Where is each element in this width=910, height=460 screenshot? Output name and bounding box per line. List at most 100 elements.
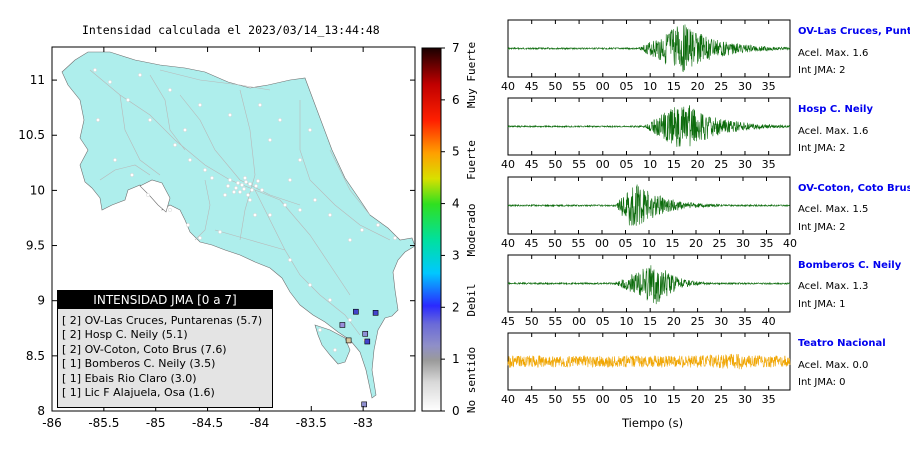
city-dot (96, 118, 100, 122)
osa-peninsula (314, 324, 351, 365)
colorbar-tick-label: 6 (452, 93, 460, 107)
x-tick-label: -84 (250, 416, 270, 430)
map-axes: -86 -85.5 -85 -84.5 -84 -83.5 -83 11 10.5 10 9.5 9 8… (18, 47, 415, 430)
jma-intensity: Int JMA: 1 (798, 299, 846, 310)
panel-tick-label: 20 (689, 237, 703, 250)
city-dot (218, 230, 222, 234)
city-dot (308, 128, 312, 132)
panel-tick-label: 15 (667, 80, 681, 93)
road (254, 189, 361, 336)
time-axis-label: Tiempo (s) (622, 416, 684, 430)
city-dot (173, 143, 177, 147)
panel-tick-label: 10 (642, 237, 656, 250)
city-dot (168, 88, 172, 92)
panel-tick-label: 10 (643, 393, 657, 406)
city-dot (108, 80, 112, 84)
panel-tick-label: 55 (572, 80, 586, 93)
station-name-link[interactable]: Hosp C. Neily (798, 104, 873, 115)
station-markers (339, 308, 379, 408)
waveform-trace (507, 265, 791, 305)
city-dot (210, 176, 214, 180)
panel-tick-label: 05 (619, 237, 633, 250)
panel-tick-label: 00 (595, 237, 609, 250)
city-dot (258, 103, 262, 107)
x-tick-label: -83 (353, 416, 373, 430)
station-name-link[interactable]: Teatro Nacional (798, 338, 886, 349)
city-dot (328, 213, 332, 217)
panel-tick-label: 40 (762, 315, 776, 328)
station-name-link[interactable]: OV-Las Cruces, Puntar (798, 26, 910, 37)
city-dot (348, 238, 352, 242)
station-marker (372, 310, 379, 316)
legend-item: [ 1] Ebais Rio Claro (3.0) (62, 371, 197, 385)
panel-tick-label: 10 (619, 315, 633, 328)
panel-tick-label: 15 (643, 315, 657, 328)
city-dot (188, 158, 192, 162)
intensity-legend: INTENSIDAD JMA [0 a 7] [ 2] OV-Las Cruce… (57, 290, 273, 408)
road (194, 179, 211, 241)
city-dot (236, 181, 240, 185)
jma-intensity: Int JMA: 2 (798, 65, 846, 76)
city-dot (318, 328, 322, 332)
city-dot (253, 213, 257, 217)
city-dot (246, 193, 250, 197)
city-dot (93, 68, 97, 72)
panel-tick-label: 45 (525, 393, 539, 406)
colorbar-tick-label: 3 (452, 248, 460, 262)
city-dot (308, 283, 312, 287)
city-dot (242, 187, 246, 191)
city-dot (168, 208, 172, 212)
city-dot (268, 138, 272, 142)
panel-tick-label: 55 (572, 393, 586, 406)
city-dot (228, 113, 232, 117)
map-title: Intensidad calculada el 2023/03/14_13:44… (82, 23, 380, 37)
legend-item: [ 1] Lic F Alajuela, Osa (1.6) (62, 386, 215, 400)
max-acceleration: Acel. Max. 1.3 (798, 281, 869, 292)
panel-tick-label: 15 (667, 158, 681, 171)
city-dot (393, 236, 397, 240)
road (214, 229, 286, 251)
station-marker (339, 322, 346, 328)
city-dot (360, 228, 364, 232)
nicoya-gulf-water (139, 179, 171, 213)
x-tick-label: -85 (146, 416, 166, 430)
jma-intensity: Int JMA: 2 (798, 222, 846, 233)
panel-tick-label: 40 (501, 393, 515, 406)
panel-tick-label: 15 (667, 393, 681, 406)
city-dot (248, 198, 252, 202)
city-dot (313, 198, 317, 202)
y-tick-label: 9.5 (26, 239, 45, 253)
panel-tick-label: 35 (762, 80, 776, 93)
station-name-link[interactable]: OV-Coton, Coto Brus (798, 183, 910, 194)
road (159, 69, 271, 91)
panel-tick-label: 45 (501, 315, 515, 328)
colorbar-category-label: Fuerte (465, 140, 478, 180)
city-dot (333, 348, 337, 352)
city-dot (288, 258, 292, 262)
city-dot (278, 118, 282, 122)
city-dot (288, 178, 292, 182)
legend-header: INTENSIDAD JMA [0 a 7] (58, 291, 272, 309)
panel-tick-label: 45 (525, 158, 539, 171)
station-name-link[interactable]: Bomberos C. Neily (798, 260, 902, 271)
city-dot (226, 184, 230, 188)
panel-tick-label: 05 (596, 315, 610, 328)
panel-tick-label: 40 (783, 237, 797, 250)
y-tick-label: 8 (37, 404, 45, 418)
panel-tick-label: 50 (548, 393, 562, 406)
max-acceleration: Acel. Max. 0.0 (798, 360, 869, 371)
y-tick-label: 11 (30, 73, 45, 87)
city-dot (238, 190, 242, 194)
legend-item: [ 2] OV-Coton, Coto Brus (7.6) (62, 342, 227, 356)
panel-tick-label: 10 (643, 158, 657, 171)
panel-tick-label: 30 (738, 80, 752, 93)
road (119, 94, 161, 176)
waveform-panel: 40 45 50 55 00 05 10 15 20 25 30 35 40 (501, 176, 797, 250)
panel-tick-label: 55 (548, 315, 562, 328)
panel-tick-label: 55 (572, 237, 586, 250)
waveform-trace (507, 184, 790, 226)
panel-tick-label: 30 (714, 315, 728, 328)
colorbar-tick-label: 7 (452, 41, 460, 55)
road (329, 149, 371, 216)
